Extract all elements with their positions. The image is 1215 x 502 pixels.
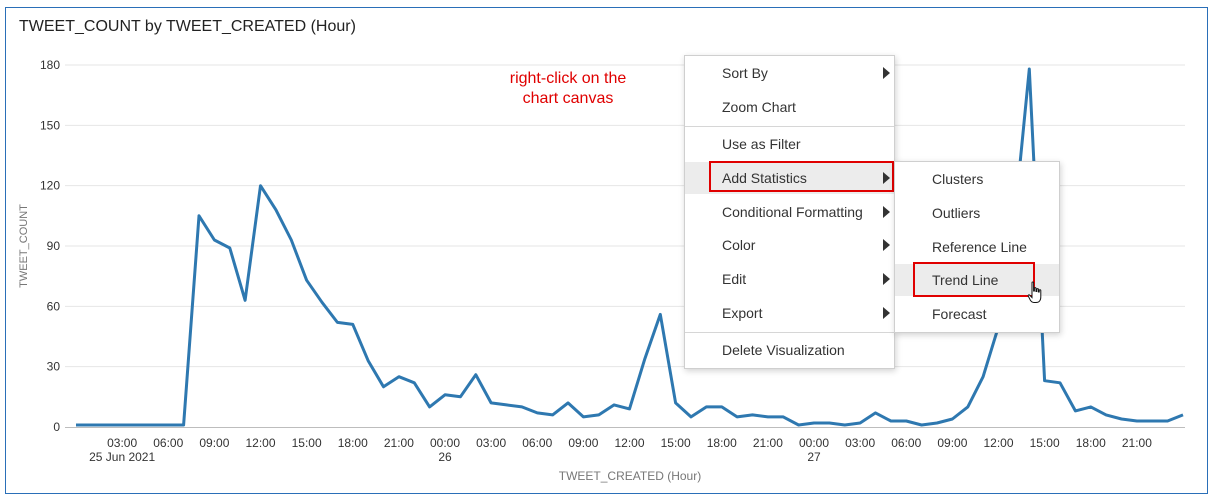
x-tick-sublabel: 25 Jun 2021: [89, 450, 155, 464]
x-tick-label: 06:00: [522, 436, 552, 450]
submenu-item-trend-line[interactable]: Trend Line: [895, 264, 1059, 296]
y-tick-label: 60: [47, 299, 61, 313]
x-axis-title: TWEET_CREATED (Hour): [559, 469, 701, 483]
x-tick-label: 12:00: [245, 436, 275, 450]
submenu-item-label: Reference Line: [932, 239, 1027, 255]
menu-item-label: Color: [722, 237, 756, 253]
menu-item-label: Add Statistics: [722, 170, 807, 186]
menu-item-label: Zoom Chart: [722, 99, 796, 115]
x-tick-label: 00:00: [799, 436, 829, 450]
chevron-right-icon: [883, 206, 890, 218]
chevron-right-icon: [883, 67, 890, 79]
x-tick-label: 15:00: [292, 436, 322, 450]
y-tick-label: 90: [47, 239, 61, 253]
menu-item-add-statistics[interactable]: Add Statistics: [685, 162, 894, 194]
x-tick-label: 09:00: [568, 436, 598, 450]
submenu-item-label: Trend Line: [932, 272, 999, 288]
y-tick-label: 150: [40, 118, 60, 132]
context-menu: Sort By Zoom Chart Use as Filter Add Sta…: [684, 55, 895, 369]
x-tick-label: 03:00: [107, 436, 137, 450]
annotation-note: right-click on the chart canvas: [478, 69, 658, 109]
submenu-item-label: Clusters: [932, 171, 984, 187]
x-tick-label: 12:00: [614, 436, 644, 450]
x-tick-sublabel: 26: [438, 450, 452, 464]
chevron-right-icon: [883, 239, 890, 251]
annotation-line-2: chart canvas: [522, 90, 614, 107]
menu-item-label: Use as Filter: [722, 136, 801, 152]
chevron-right-icon: [883, 307, 890, 319]
statistics-submenu: Clusters Outliers Reference Line Trend L…: [894, 161, 1060, 333]
menu-item-use-as-filter[interactable]: Use as Filter: [685, 128, 894, 160]
menu-separator: [685, 332, 894, 333]
menu-item-label: Edit: [722, 271, 747, 287]
chevron-right-icon: [883, 172, 890, 184]
x-tick-label: 18:00: [1076, 436, 1106, 450]
x-tick-label: 15:00: [661, 436, 691, 450]
submenu-item-label: Outliers: [932, 205, 981, 221]
hand-cursor-icon: [1027, 281, 1042, 303]
x-tick-label: 18:00: [338, 436, 368, 450]
menu-item-sort-by[interactable]: Sort By: [685, 57, 894, 89]
x-tick-sublabel: 27: [807, 450, 821, 464]
submenu-item-label: Forecast: [932, 306, 987, 322]
menu-item-delete-visualization[interactable]: Delete Visualization: [685, 334, 894, 366]
menu-item-label: Conditional Formatting: [722, 204, 863, 220]
y-tick-label: 180: [40, 58, 60, 72]
submenu-item-forecast[interactable]: Forecast: [895, 298, 1059, 330]
menu-separator: [685, 126, 894, 127]
x-tick-label: 00:00: [430, 436, 460, 450]
y-tick-label: 120: [40, 179, 60, 193]
y-tick-label: 30: [47, 360, 61, 374]
x-tick-label: 06:00: [153, 436, 183, 450]
x-tick-label: 03:00: [845, 436, 875, 450]
y-tick-label: 0: [53, 420, 60, 434]
menu-item-conditional-formatting[interactable]: Conditional Formatting: [685, 196, 894, 228]
x-tick-label: 03:00: [476, 436, 506, 450]
x-tick-label: 06:00: [891, 436, 921, 450]
chevron-right-icon: [883, 273, 890, 285]
menu-item-zoom-chart[interactable]: Zoom Chart: [685, 91, 894, 123]
submenu-item-reference-line[interactable]: Reference Line: [895, 231, 1059, 263]
menu-item-color[interactable]: Color: [685, 229, 894, 261]
y-axis-title: TWEET_COUNT: [18, 204, 30, 288]
x-tick-label: 21:00: [753, 436, 783, 450]
x-tick-label: 18:00: [707, 436, 737, 450]
x-tick-label: 21:00: [384, 436, 414, 450]
menu-item-export[interactable]: Export: [685, 297, 894, 329]
x-tick-label: 09:00: [937, 436, 967, 450]
x-tick-label: 12:00: [983, 436, 1013, 450]
chart-title: TWEET_COUNT by TWEET_CREATED (Hour): [19, 18, 356, 35]
x-tick-label: 21:00: [1122, 436, 1152, 450]
menu-item-label: Export: [722, 305, 763, 321]
x-tick-label: 09:00: [199, 436, 229, 450]
menu-item-label: Sort By: [722, 65, 768, 81]
submenu-item-outliers[interactable]: Outliers: [895, 197, 1059, 229]
x-tick-label: 15:00: [1030, 436, 1060, 450]
submenu-item-clusters[interactable]: Clusters: [895, 163, 1059, 195]
menu-item-label: Delete Visualization: [722, 342, 845, 358]
annotation-line-1: right-click on the: [509, 70, 627, 87]
menu-item-edit[interactable]: Edit: [685, 263, 894, 295]
